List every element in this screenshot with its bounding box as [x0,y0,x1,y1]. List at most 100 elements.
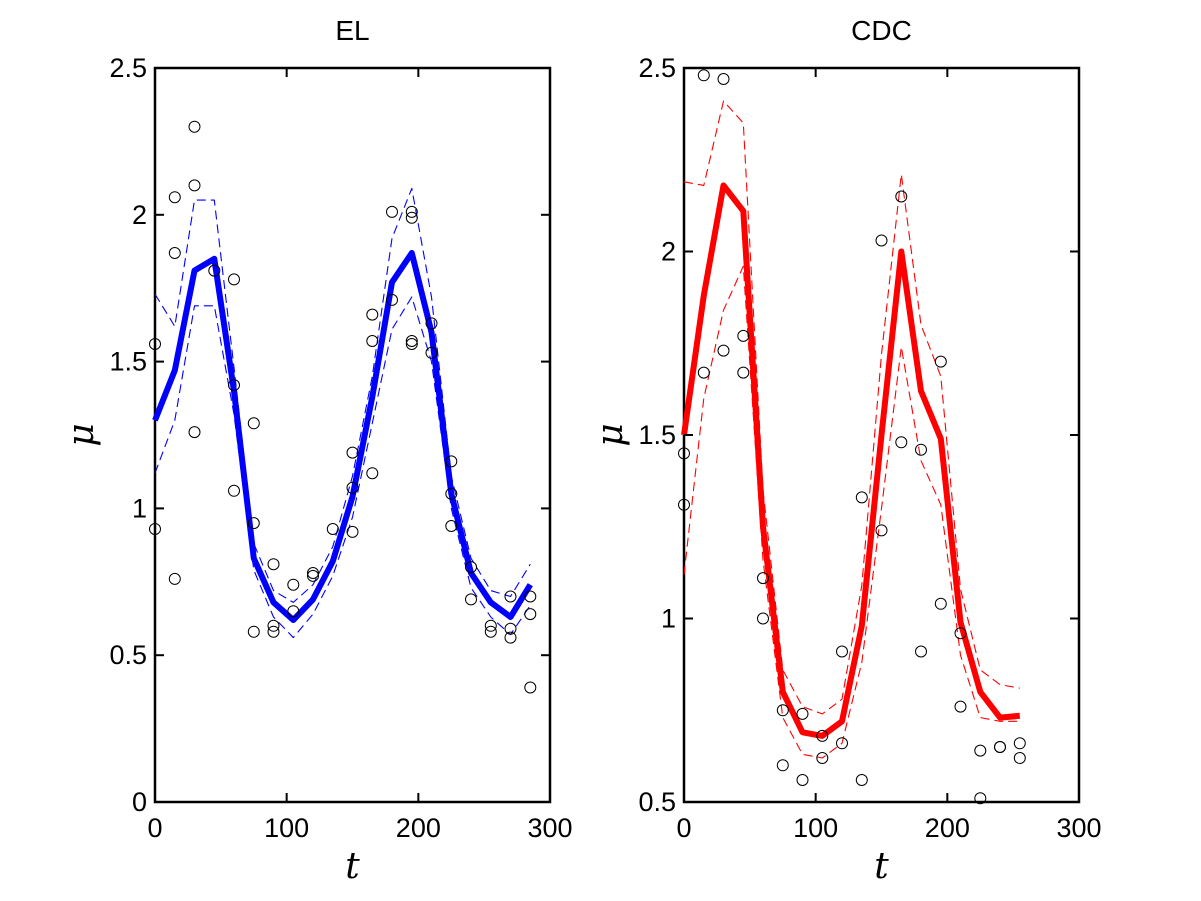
observation-point [228,273,240,286]
observation-point [524,681,537,694]
observation-point [678,447,690,460]
observation-point [228,379,240,392]
observation-point [425,346,438,359]
chart-title-el: EL [335,15,369,46]
observation-point [149,523,161,535]
observation-point [504,631,517,644]
observation-point [875,524,888,537]
observation-point [168,191,181,204]
y-tick-label: 2 [132,200,147,230]
observation-point [875,234,888,247]
y-tick-label: 0.5 [109,640,147,670]
observation-point [188,179,201,192]
observation-point [465,593,477,606]
observation-point [247,625,260,638]
observation-point [149,338,161,350]
observation-point [307,567,319,579]
observation-point [425,317,438,330]
observation-point [267,558,280,571]
x-tick-label: 100 [793,813,838,843]
series-upper-band-cdc [683,100,1020,715]
observation-point [168,572,181,585]
observation-point [188,426,201,439]
observation-point [816,729,829,742]
panel-el: 0 100 200 300 0 0.5 1 1.5 2 2.5 EL t μ [61,15,573,887]
observation-point [524,608,537,621]
observation-point [228,484,240,497]
observation-point [287,578,300,591]
observation-point [366,467,379,480]
observation-point [366,335,379,347]
observation-point [954,627,967,640]
series-lower-band-cdc [683,265,1020,759]
observation-point [776,759,789,772]
observation-point [915,443,927,456]
y-tick-label: 1 [132,493,147,523]
observation-point [796,774,809,786]
observation-point [405,211,418,224]
observation-point [737,366,750,379]
observation-point [796,707,809,720]
x-tick-label: 200 [396,813,441,843]
x-axis-label: t [874,846,889,887]
observation-point [895,436,908,449]
observation-point [445,455,458,468]
observation-point [757,612,769,625]
observation-point [247,417,260,430]
observation-point [247,517,260,530]
series-lower-band-el [154,296,531,639]
observation-point [915,645,927,658]
y-axis-label: μ [590,423,631,446]
observation-point [267,625,280,638]
series-mean-cdc [681,182,1021,739]
observation-point [168,247,181,259]
observation-point [386,205,398,218]
x-tick-label: 200 [925,813,970,843]
observation-point [934,355,947,368]
y-tick-label: 1.5 [638,420,676,450]
observation-point [678,498,690,511]
observation-point [974,744,987,757]
observation-point [208,264,221,277]
x-axis-label: t [345,846,360,887]
y-tick-label: 0 [132,787,147,817]
observation-point [1013,737,1026,750]
observation-point [405,335,418,347]
observation-point [346,481,359,494]
observation-point [816,752,829,764]
observation-point [188,120,201,133]
observation-point [326,523,339,535]
chart-title-cdc: CDC [851,15,912,46]
observation-point [465,561,477,574]
observation-point [717,73,730,85]
y-tick-label: 1 [661,604,676,634]
observation-point [504,590,517,603]
observation-point [307,569,319,582]
observation-point [836,645,848,658]
observation-point [934,597,947,610]
observation-point [445,520,458,532]
x-tick-label: 0 [676,813,691,843]
observation-point [484,625,497,638]
x-tick-label: 300 [527,813,572,843]
observation-point [737,329,750,342]
observation-point [855,491,868,504]
observation-point [346,525,359,538]
y-tick-label: 0.5 [638,787,676,817]
observation-point [717,344,730,357]
observation-point [287,605,300,618]
y-tick-label: 2.5 [638,53,676,83]
observation-point [1013,752,1026,764]
observation-point [386,293,398,306]
observation-point [697,69,710,82]
observation-point [895,190,908,203]
observation-point [697,366,710,379]
observation-point [524,590,537,603]
series-mean-el [152,250,533,623]
observation-point [855,774,868,786]
observation-point [504,622,517,635]
observation-point [776,704,789,717]
observation-point [405,338,418,350]
y-tick-label: 2.5 [109,53,147,83]
